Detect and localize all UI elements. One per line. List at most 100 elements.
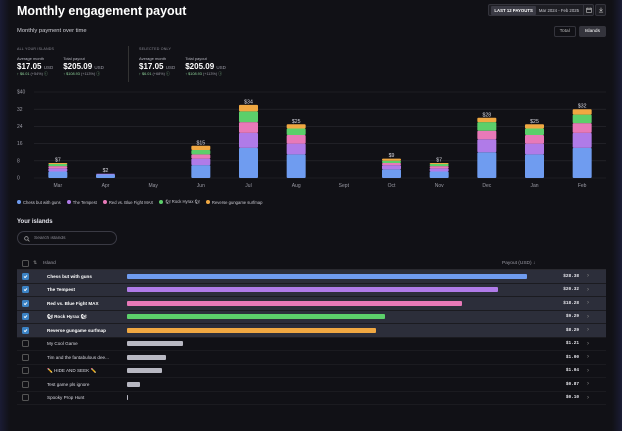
chevron-right-icon[interactable]: ›: [587, 273, 589, 280]
row-checkbox[interactable]: [22, 272, 29, 280]
bar-total-label: $25: [292, 119, 301, 125]
island-name: Spooky Prop Hunt: [47, 395, 85, 401]
toggle-total[interactable]: Total: [553, 26, 576, 37]
payout-value: $1.21: [565, 341, 579, 347]
info-icon: ⓘ: [43, 72, 48, 76]
chevron-right-icon[interactable]: ›: [587, 300, 589, 307]
y-tick-label: 8: [17, 158, 20, 164]
payout-bar: [127, 327, 377, 333]
chart-legend: Chess but with guns The Tempest Red vs. Bl…: [17, 199, 262, 205]
y-tick-label: 16: [17, 141, 23, 147]
toggle-islands[interactable]: Islands: [578, 26, 606, 37]
chevron-right-icon[interactable]: ›: [587, 367, 589, 374]
row-checkbox[interactable]: [22, 394, 29, 402]
legend-item[interactable]: The Tempest: [66, 199, 97, 205]
chevron-right-icon[interactable]: ›: [587, 354, 589, 361]
islands-section-title: Your islands: [17, 219, 53, 225]
table-row[interactable]: Test game pls ignore $0.87 ›: [17, 378, 606, 392]
check-icon: [23, 315, 28, 319]
stat-total: Total payout $205.09 USD ↑ $108.93 (+113…: [63, 56, 104, 77]
bar-segment-1: [96, 174, 115, 178]
stat-label: Total payout: [63, 56, 85, 61]
payout-value: $1.00: [565, 354, 579, 360]
chevron-right-icon[interactable]: ›: [587, 327, 589, 334]
payout-value: $9.29: [565, 314, 579, 320]
col-island[interactable]: Island: [43, 261, 56, 266]
x-tick-label: Aug: [292, 183, 301, 189]
stats-caption: ALL YOUR ISLANDS: [17, 47, 55, 51]
range-preset-pill[interactable]: LAST 12 PAYOUTS: [491, 5, 536, 15]
info-icon: ⓘ: [218, 72, 223, 76]
payout-value: $1.04: [565, 368, 579, 374]
payout-bar: [127, 381, 140, 387]
table-row[interactable]: ✏️ HIDE AND SEEK ✏️ $1.04 ›: [17, 365, 606, 378]
bar-segment-3: [286, 135, 306, 144]
payout-bar-track: [127, 368, 527, 374]
stat-average: Average month $17.05 USD ↑ $6.01 (+68%) …: [139, 56, 175, 77]
range-dates: Mar 2024 - Feb 2025: [538, 7, 579, 13]
search-input[interactable]: [34, 235, 104, 241]
download-icon[interactable]: [595, 4, 606, 16]
payout-bar: [127, 287, 498, 293]
x-tick-label: Nov: [435, 183, 444, 189]
col-payout[interactable]: Payout (USD) ↓: [502, 261, 536, 266]
sort-icon[interactable]: ⇅: [33, 261, 38, 266]
island-name: Test game pls ignore: [47, 381, 90, 387]
table-row[interactable]: Tim and the fantabulous dee... $1.00 ›: [17, 351, 606, 365]
page-title: Monthly engagement payout: [17, 4, 187, 18]
date-range-picker[interactable]: LAST 12 PAYOUTS Mar 2024 - Feb 2025: [488, 4, 594, 16]
table-row[interactable]: 🐿 Rock Hyrax 🐿 $9.29 ›: [17, 310, 606, 324]
legend-item[interactable]: Reverse gungame surfmap: [205, 199, 262, 205]
island-name: The Tempest: [47, 287, 75, 293]
bar-segment-2: [525, 143, 544, 155]
island-name: My Cool Game: [47, 341, 78, 347]
stat-delta: ↑ $108.93 (+113%) ⓘ: [63, 72, 101, 76]
bar-segment-1: [48, 171, 68, 178]
legend-item[interactable]: 🐿 Rock Hyrax 🐿: [159, 199, 200, 205]
row-checkbox[interactable]: [22, 340, 29, 348]
table-body: Chess but with guns $28.38 › The Tempest $20…: [17, 270, 606, 405]
chevron-right-icon[interactable]: ›: [587, 286, 589, 293]
legend-item[interactable]: Chess but with guns: [17, 199, 61, 205]
table-row[interactable]: My Cool Game $1.21 ›: [17, 338, 606, 351]
y-tick-label: 24: [17, 124, 23, 130]
bar-total-label: $9: [389, 153, 395, 159]
table-row[interactable]: Red vs. Blue Fight MAX $18.28 ›: [17, 297, 606, 311]
bar-total-label: $15: [197, 140, 206, 146]
bar-segment-1: [191, 165, 211, 178]
calendar-icon[interactable]: [583, 5, 593, 15]
row-checkbox[interactable]: [22, 286, 29, 294]
payout-value: $20.32: [563, 287, 579, 293]
select-all-checkbox[interactable]: [22, 260, 29, 267]
row-checkbox[interactable]: [22, 367, 29, 375]
payout-bar-chart: $40 32 24 16 8 0 $7 Mar $2 Apr May $15 Jun $34 Jul $25 A…: [17, 90, 606, 189]
row-checkbox[interactable]: [22, 380, 29, 388]
chevron-right-icon[interactable]: ›: [587, 313, 589, 320]
row-checkbox[interactable]: [22, 353, 29, 361]
bar-segment-3: [572, 123, 592, 133]
payout-bar-track: [127, 287, 527, 293]
payout-bar-track: [127, 341, 527, 347]
table-row[interactable]: Spooky Prop Hunt $0.10 ›: [17, 392, 606, 405]
row-checkbox[interactable]: [22, 313, 29, 321]
legend-item[interactable]: Red vs. Blue Fight MAX: [102, 199, 153, 205]
bar-total-label: $7: [436, 157, 442, 163]
stat-value: $205.09 USD: [185, 62, 226, 71]
search-islands[interactable]: [17, 231, 117, 245]
bar-segment-1: [382, 169, 401, 178]
table-row[interactable]: Reverse gungame surfmap $8.29 ›: [17, 324, 606, 338]
row-checkbox[interactable]: [22, 299, 29, 307]
chevron-right-icon[interactable]: ›: [587, 394, 589, 401]
row-checkbox[interactable]: [22, 326, 29, 334]
table-row[interactable]: Chess but with guns $28.38 ›: [17, 270, 606, 284]
chevron-right-icon[interactable]: ›: [587, 381, 589, 388]
bar-segment-4: [286, 128, 306, 135]
bar-segment-1: [239, 147, 258, 178]
table-row[interactable]: The Tempest $20.32 ›: [17, 283, 606, 297]
chevron-right-icon[interactable]: ›: [587, 340, 589, 347]
payout-bar: [127, 368, 163, 374]
y-tick-label: 0: [17, 176, 20, 182]
island-name: ✏️ HIDE AND SEEK ✏️: [47, 367, 97, 373]
bar-segment-3: [525, 135, 544, 144]
